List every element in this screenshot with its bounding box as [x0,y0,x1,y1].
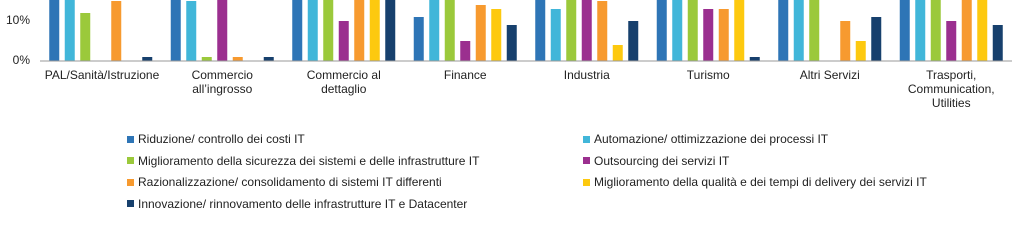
bar [80,13,91,61]
bar [977,0,988,61]
page: {"chart_data": {"type": "bar", "categori… [5,0,1012,211]
legend-item: Razionalizzazione/ consolidamento di sis… [127,175,442,189]
bar [687,0,698,61]
legend-swatch [583,178,590,186]
bar [656,0,667,61]
x-tick-label: Commercio all’ingrosso [191,68,253,96]
bar [749,57,760,61]
bar [506,25,517,61]
legend-swatch [583,135,590,143]
bar [946,21,957,61]
bar [871,17,882,61]
legend-item: Automazione/ ottimizzazione dei processi… [583,132,828,146]
legend-label: Riduzione/ controllo dei costi IT [138,132,305,146]
bar [581,0,592,61]
legend-label: Razionalizzazione/ consolidamento di sis… [138,175,442,189]
bar [840,21,851,61]
bar [915,0,926,61]
bar [111,1,122,61]
x-tick-label: Turismo [686,68,730,82]
x-tick-label: PAL/Sanità/Istruzione [44,68,160,82]
bar [142,57,153,61]
bar [444,0,455,61]
legend-swatch [127,157,134,164]
bar [734,0,745,61]
legend-item: Innovazione/ rinnovamento delle infrastr… [127,197,467,211]
bar [170,0,181,61]
y-tick-label: 10% [6,13,30,27]
bar [961,0,972,61]
legend-label: Miglioramento della sicurezza dei sistem… [138,153,480,168]
bar [628,21,639,61]
bar [217,0,228,61]
bar [354,0,365,61]
bar [413,17,424,61]
bar [597,1,608,61]
chart: 0% 10% [6,0,1012,67]
legend-swatch [127,200,134,207]
bar [930,0,941,61]
x-tick-label: Industria [563,68,610,82]
x-tick-label: Finance [443,68,487,82]
bar [429,0,440,61]
bar [778,0,789,61]
legend-swatch [583,157,590,164]
bar [385,0,396,61]
legend-label: Outsourcing dei servizi IT [594,153,730,168]
bar [809,0,820,61]
legend-item: Miglioramento della qualità e dei tempi … [583,175,927,189]
bar [899,0,910,61]
bar [566,0,577,61]
legend-item: Outsourcing dei servizi IT [583,154,729,168]
bar [703,9,714,61]
bar [369,0,380,61]
bar [460,41,471,61]
legend-label: Automazione/ ottimizzazione dei processi… [594,132,829,146]
x-tick-label: Altri Servizi [799,68,860,82]
bar [307,0,318,61]
bar [475,5,486,61]
bar [263,57,274,61]
bar [672,0,683,61]
bar [535,0,546,61]
bar [49,0,60,61]
bar [186,1,197,61]
bar [201,57,212,61]
legend-swatch [127,178,134,186]
bar [232,57,243,61]
legend-swatch [127,135,134,143]
bar [718,9,729,61]
x-tick-label: Trasporti, Communication, Utilities [907,68,995,110]
bar [612,45,623,61]
x-tick-label: Commercio al dettaglio [306,68,381,96]
bar [550,9,561,61]
bar [338,21,349,61]
bar [491,9,502,61]
legend-item: Riduzione/ controllo dei costi IT [127,132,305,146]
bar [855,41,866,61]
bar [793,0,804,61]
bar [323,0,334,61]
plot-area [49,0,1003,61]
legend-label: Innovazione/ rinnovamento delle infrastr… [138,196,468,211]
bar [292,0,303,61]
y-tick-label: 0% [13,53,31,67]
bar [64,0,75,61]
legend-item: Miglioramento della sicurezza dei sistem… [127,154,479,168]
legend-label: Miglioramento della qualità e dei tempi … [594,175,927,189]
bar [992,25,1003,61]
